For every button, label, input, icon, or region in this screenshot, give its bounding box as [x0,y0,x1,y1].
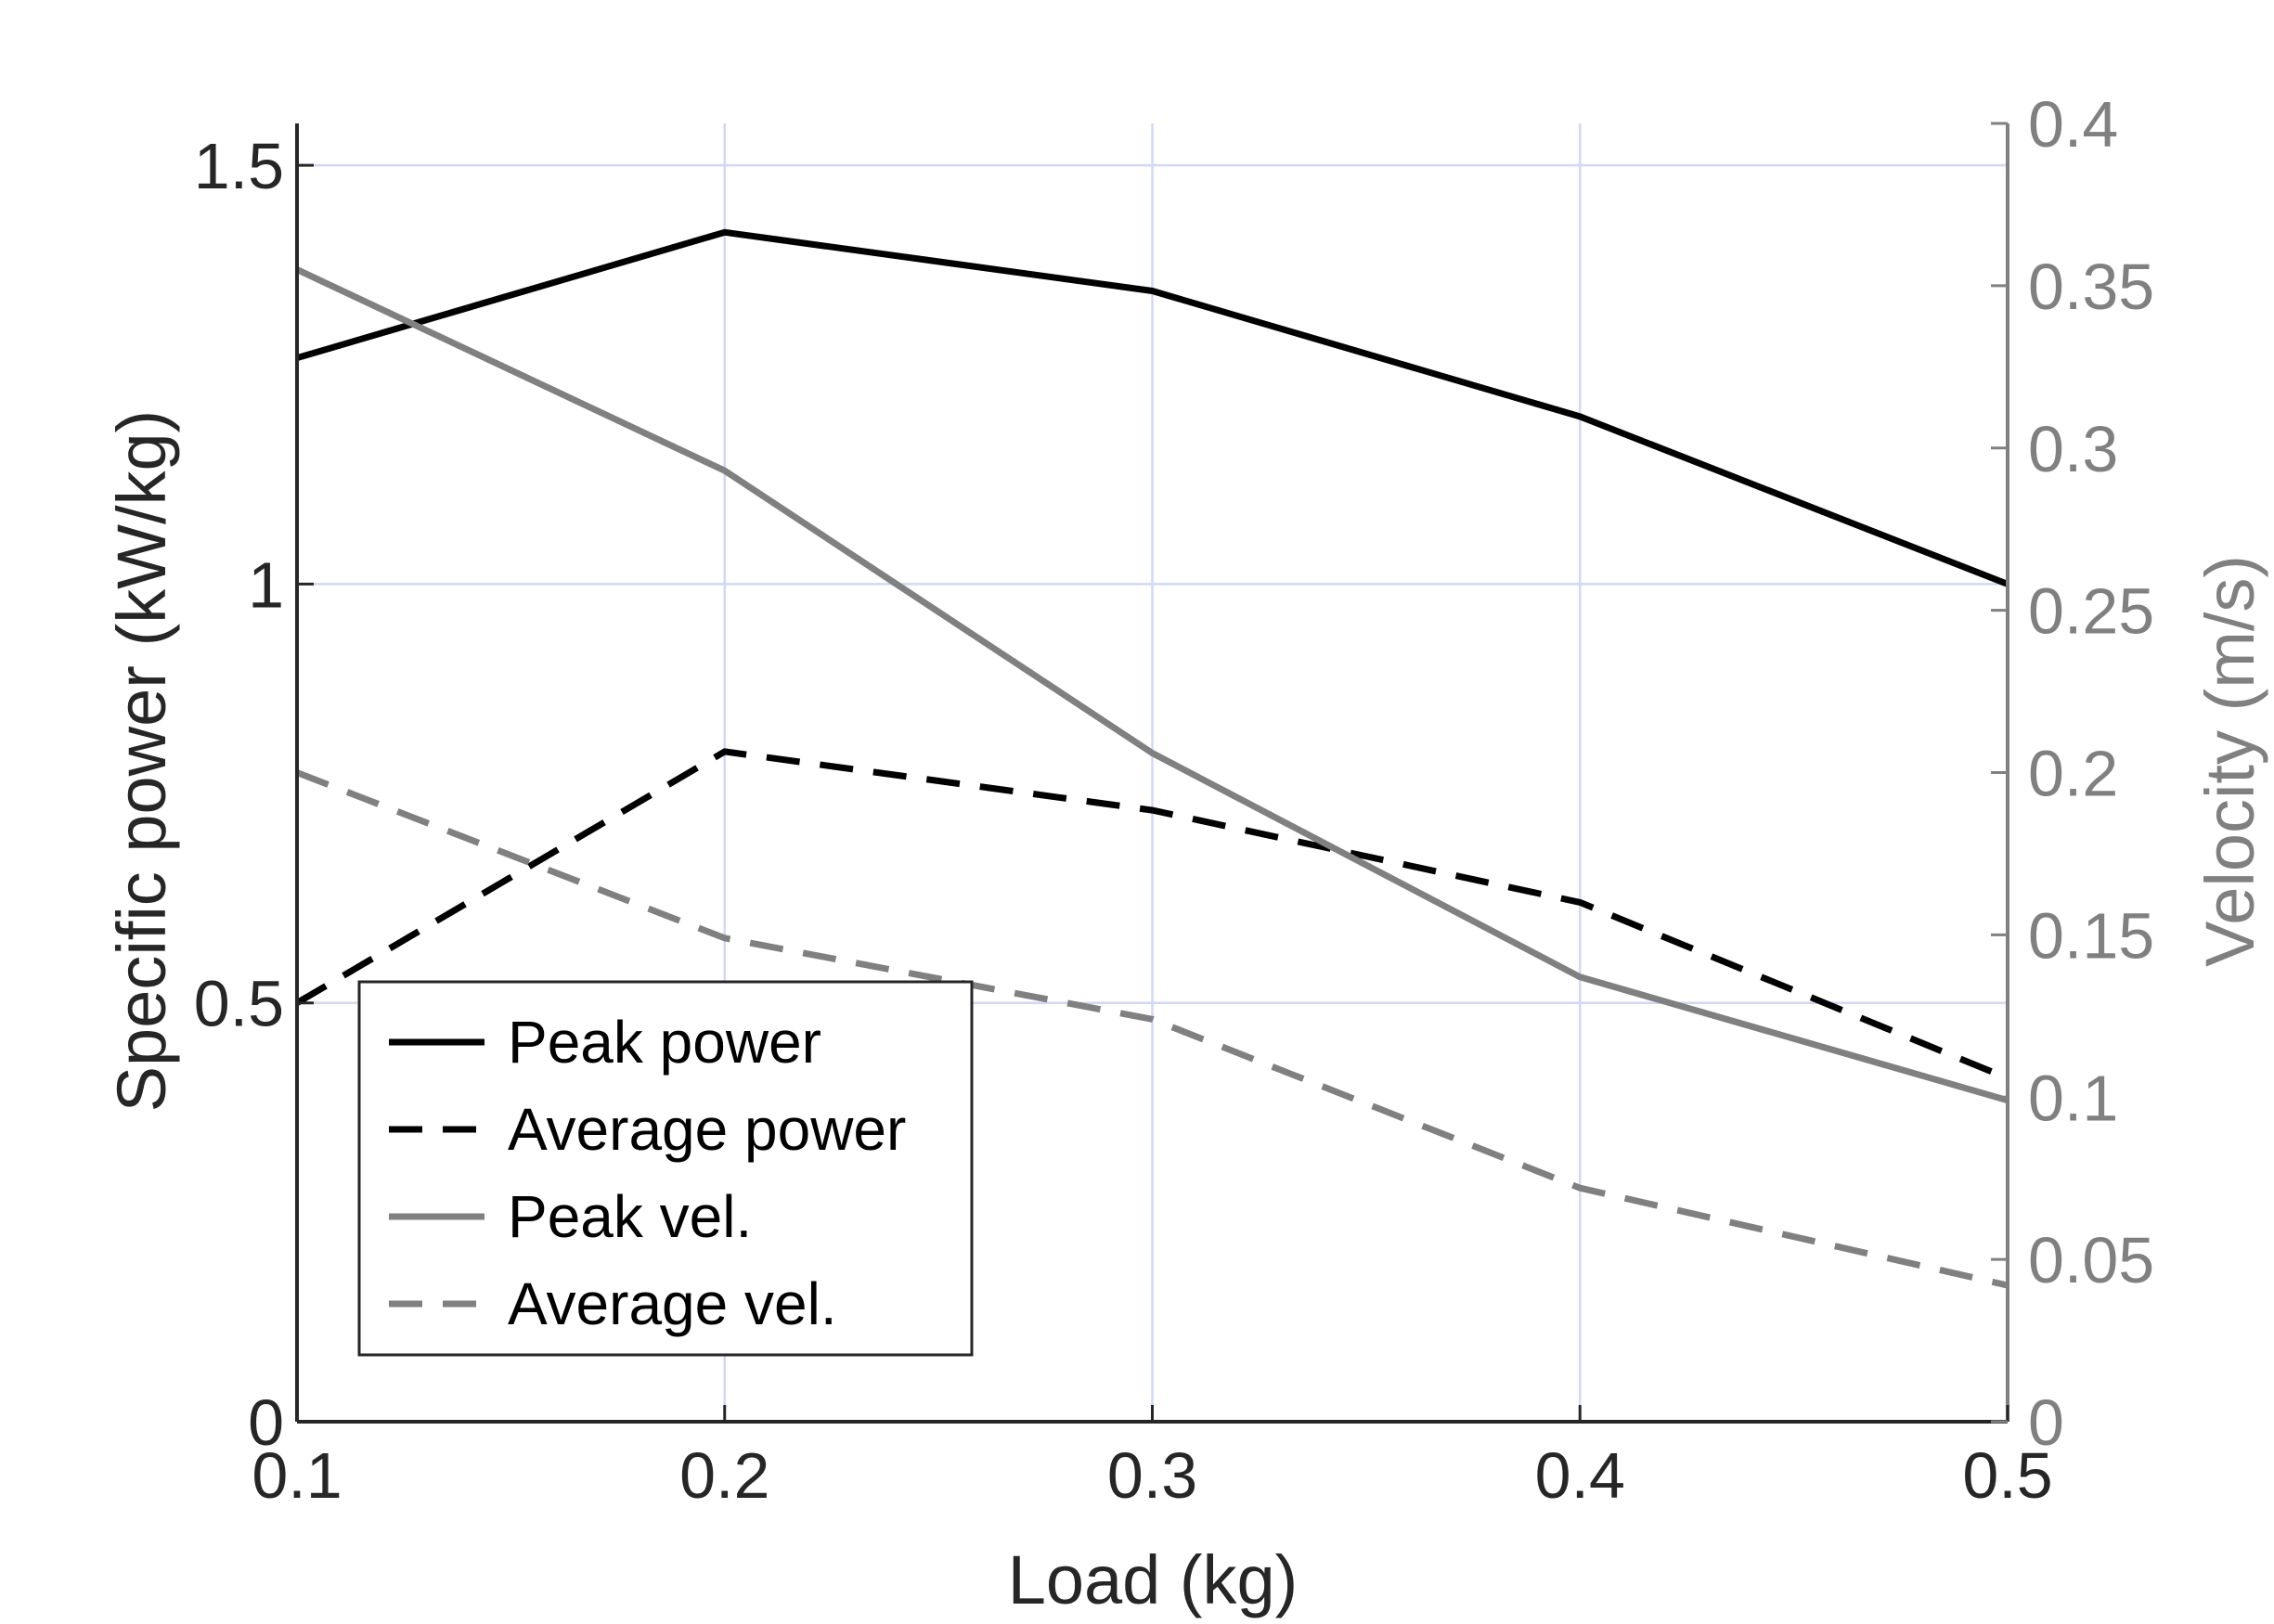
right-tick-label-1: 0.05 [2028,1224,2154,1296]
legend: Peak power Average power Peak vel. Average … [357,980,974,1357]
tick-labels: 0.1 0.2 0.3 0.4 0.500.511.500.050.10.150.20.… [194,88,2155,1512]
left-tick-label-1: 0.5 [194,968,284,1040]
right-tick-label-4: 0.2 [2028,738,2118,810]
legend-label-average-vel: Average vel. [508,1270,837,1337]
x-tick-label-4: 0.5 [1962,1439,2052,1512]
right-tick-label-3: 0.15 [2028,899,2154,972]
legend-label-peak-vel: Peak vel. [508,1183,752,1250]
series-line-peak-power [296,228,2009,587]
x-tick-label-1: 0.2 [679,1439,769,1512]
series-line-average-vel [295,769,2009,1289]
series-line-average-power [295,748,2009,1082]
left-tick-label-3: 1.5 [194,130,284,202]
axes [295,122,2009,1424]
left-tick-label-0: 0 [248,1386,284,1459]
x-tick-label-2: 0.3 [1107,1439,1197,1512]
right-axis-title: Velocity (m/s) [2191,555,2268,967]
x-axis-title: Load (kg) [1008,1541,1299,1618]
right-tick-label-0: 0 [2028,1386,2064,1459]
series-line-peak-vel [295,266,2009,1104]
legend-label-peak-power: Peak power [508,1009,821,1076]
right-tick-label-7: 0.35 [2028,251,2154,323]
left-tick-label-2: 1 [248,548,284,621]
right-tick-label-2: 0.1 [2028,1062,2118,1134]
right-tick-label-6: 0.3 [2028,413,2118,485]
right-tick-label-8: 0.4 [2028,88,2118,161]
x-tick-label-0: 0.1 [252,1439,342,1512]
legend-label-average-power: Average power [508,1096,906,1163]
x-tick-label-3: 0.4 [1535,1439,1625,1512]
series-lines [295,228,2009,1289]
left-axis-title: Specific power (kW/kg) [103,410,180,1113]
right-tick-label-5: 0.25 [2028,575,2154,648]
